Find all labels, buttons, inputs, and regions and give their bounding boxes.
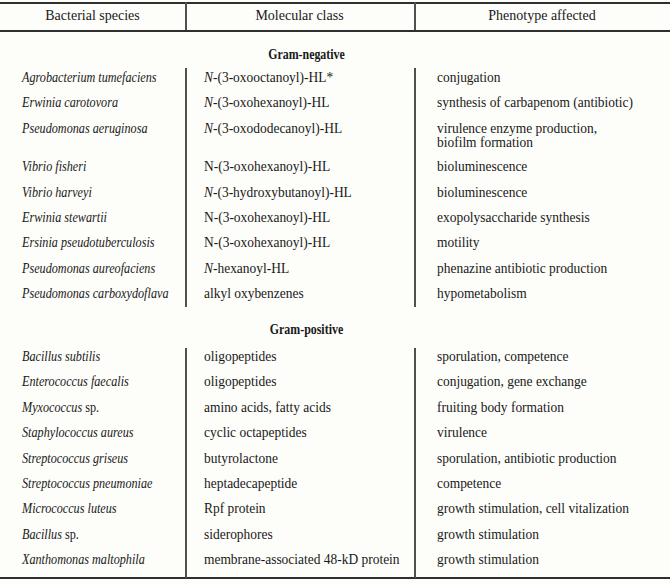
phenotype-cell: conjugation xyxy=(437,71,500,85)
table-top-border xyxy=(0,2,670,4)
molecular-class-cell: N-(3-oxododecanoyl)-HL xyxy=(204,122,342,136)
phenotype-cell: hypometabolism xyxy=(437,287,527,301)
molecular-class-cell: N-(3-oxohexanoyl)-HL xyxy=(204,160,330,174)
phenotype-cell: bioluminescence xyxy=(437,160,527,174)
phenotype-cell: bioluminescence xyxy=(437,186,527,200)
molecular-class-cell: membrane-associated 48-kD protein xyxy=(204,553,400,567)
molecular-class-cell: butyrolactone xyxy=(204,452,278,466)
species-cell: Streptococcus griseus xyxy=(22,452,128,466)
molecular-class-cell: N-(3-oxooctanoyl)-HL* xyxy=(204,71,333,85)
table-header-border xyxy=(0,30,670,32)
phenotype-cell: virulence xyxy=(437,426,487,440)
molecular-class-cell: oligopeptides xyxy=(204,375,276,389)
species-cell: Micrococcus luteus xyxy=(22,502,117,516)
phenotype-cell: conjugation, gene exchange xyxy=(437,375,587,389)
header-molecular-class: Molecular class xyxy=(185,9,414,23)
phenotype-cell: competence xyxy=(437,477,501,491)
molecular-class-cell: oligopeptides xyxy=(204,350,276,364)
header-bacterial-species: Bacterial species xyxy=(0,9,185,23)
column-divider xyxy=(185,68,187,307)
molecular-class-cell: N-(3-oxohexanoyl)-HL xyxy=(204,211,330,225)
phenotype-cell: motility xyxy=(437,236,480,250)
species-cell: Vibrio harveyi xyxy=(22,186,92,200)
section-title-gram-negative: Gram-negative xyxy=(46,48,567,62)
species-cell: Bacillus subtilis xyxy=(22,350,100,364)
phenotype-cell: sporulation, antibiotic production xyxy=(437,452,617,466)
molecular-class-cell: alkyl oxybenzenes xyxy=(204,287,304,301)
phenotype-cell: growth stimulation, cell vitalization xyxy=(437,502,629,516)
molecular-class-cell: N-(3-oxohexanoyl)-HL xyxy=(204,236,330,250)
species-cell: Erwinia stewartii xyxy=(22,211,107,225)
phenotype-cell: growth stimulation xyxy=(437,528,539,542)
species-cell: Pseudomonas carboxydoflava xyxy=(22,287,168,301)
species-cell: Enterococcus faecalis xyxy=(22,375,129,389)
column-divider xyxy=(185,348,187,578)
molecular-class-cell: N-(3-hydroxybutanoyl)-HL xyxy=(204,186,352,200)
phenotype-cell: sporulation, competence xyxy=(437,350,568,364)
phenotype-cell: phenazine antibiotic production xyxy=(437,262,607,276)
species-cell: Pseudomonas aureofaciens xyxy=(22,262,155,276)
molecular-class-cell: siderophores xyxy=(204,528,273,542)
species-cell: Xanthomonas maltophila xyxy=(22,553,145,567)
phenotype-cell: fruiting body formation xyxy=(437,401,564,415)
molecular-class-cell: amino acids, fatty acids xyxy=(204,401,331,415)
table-bottom-border xyxy=(0,577,670,579)
phenotype-cell: synthesis of carbapenom (antibiotic) xyxy=(437,96,633,110)
section-title-gram-positive: Gram-positive xyxy=(46,323,567,337)
species-cell: Pseudomonas aeruginosa xyxy=(22,122,148,136)
species-cell: Ersinia pseudotuberculosis xyxy=(22,236,155,250)
column-divider xyxy=(414,68,416,307)
column-divider xyxy=(414,348,416,578)
species-cell: Agrobacterium tumefaciens xyxy=(22,71,157,85)
molecular-class-cell: heptadecapeptide xyxy=(204,477,297,491)
molecular-class-cell: N-(3-oxohexanoyl)-HL xyxy=(204,96,329,110)
header-phenotype-affected: Phenotype affected xyxy=(414,9,670,23)
molecular-class-cell: cyclic octapeptides xyxy=(204,426,307,440)
molecular-class-cell: Rpf protein xyxy=(204,502,266,516)
species-cell: Streptococcus pneumoniae xyxy=(22,477,152,491)
journal-table: Bacterial species Molecular class Phenot… xyxy=(0,0,670,585)
species-cell: Vibrio fisheri xyxy=(22,160,86,174)
phenotype-cell: growth stimulation xyxy=(437,553,539,567)
species-cell: Bacillus sp. xyxy=(22,528,79,542)
phenotype-cell: exopolysaccharide synthesis xyxy=(437,211,590,225)
species-cell: Staphylococcus aureus xyxy=(22,426,134,440)
molecular-class-cell: N-hexanoyl-HL xyxy=(204,262,289,276)
species-cell: Myxococcus sp. xyxy=(22,401,99,415)
species-cell: Erwinia carotovora xyxy=(22,96,118,110)
phenotype-cell: virulence enzyme production,biofilm form… xyxy=(437,122,597,150)
